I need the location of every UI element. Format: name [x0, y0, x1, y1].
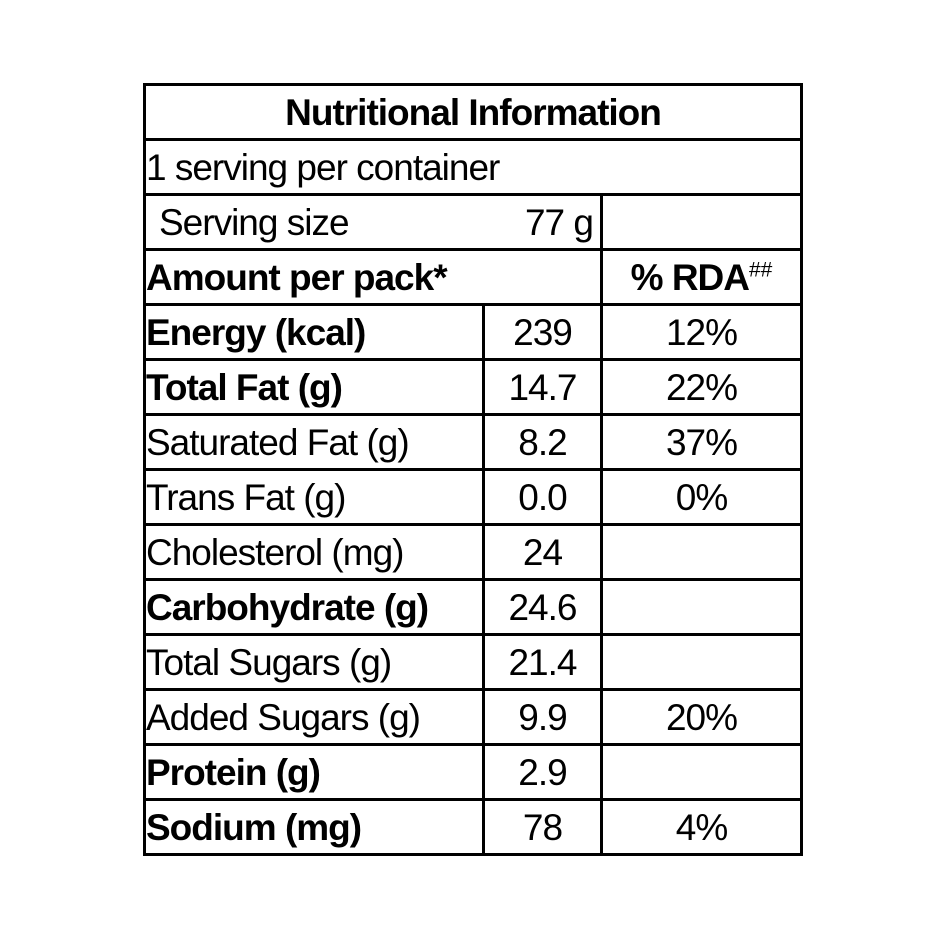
nutrient-row: Sodium (mg) 78 4% [143, 798, 803, 856]
serving-size-value: 77 g [524, 201, 594, 243]
amount-per-pack-header: Amount per pack* [143, 248, 603, 306]
nutrient-row: Energy (kcal) 239 12% [143, 303, 803, 361]
servings-per-container: 1 serving per container [143, 138, 803, 196]
rda-header-text: % RDA [630, 256, 750, 298]
serving-size-label: Serving size [159, 201, 350, 243]
nutrient-row: Protein (g) 2.9 [143, 743, 803, 801]
nutrient-amount: 21.4 [482, 633, 603, 691]
nutrient-label: Added Sugars (g) [143, 688, 485, 746]
table-title: Nutritional Information [143, 83, 803, 141]
nutrient-rda-percent: 37% [600, 413, 803, 471]
nutrient-amount: 8.2 [482, 413, 603, 471]
nutrient-label: Total Sugars (g) [143, 633, 485, 691]
nutrient-rda-percent [600, 633, 803, 691]
nutrient-label: Cholesterol (mg) [143, 523, 485, 581]
nutrient-row: Added Sugars (g) 9.9 20% [143, 688, 803, 746]
nutrition-table-body: Nutritional Information 1 serving per co… [143, 83, 803, 856]
nutrient-row: Cholesterol (mg) 24 [143, 523, 803, 581]
nutrient-label: Protein (g) [143, 743, 485, 801]
nutrient-rda-percent: 20% [600, 688, 803, 746]
rda-header-superscript: ## [748, 258, 773, 282]
nutrient-amount: 24 [482, 523, 603, 581]
servings-row: 1 serving per container [143, 138, 803, 196]
nutrient-row: Saturated Fat (g) 8.2 37% [143, 413, 803, 471]
nutrient-label: Carbohydrate (g) [143, 578, 485, 636]
nutrient-row: Trans Fat (g) 0.0 0% [143, 468, 803, 526]
nutrient-amount: 24.6 [482, 578, 603, 636]
nutrient-amount: 14.7 [482, 358, 603, 416]
nutrient-row: Total Fat (g) 14.7 22% [143, 358, 803, 416]
title-row: Nutritional Information [143, 83, 803, 141]
nutrient-amount: 239 [482, 303, 603, 361]
nutrient-label: Trans Fat (g) [143, 468, 485, 526]
nutrient-label: Sodium (mg) [143, 798, 485, 856]
nutrient-rda-percent [600, 743, 803, 801]
nutrient-label: Energy (kcal) [143, 303, 485, 361]
nutrient-rda-percent: 22% [600, 358, 803, 416]
nutrient-amount: 9.9 [482, 688, 603, 746]
nutrient-rda-percent [600, 578, 803, 636]
nutrient-rda-percent: 12% [600, 303, 803, 361]
rda-header: % RDA## [600, 248, 803, 306]
nutrient-rda-percent [600, 523, 803, 581]
serving-size-cell: Serving size 77 g [143, 193, 603, 251]
column-header-row: Amount per pack* % RDA## [143, 248, 803, 306]
nutrient-row: Carbohydrate (g) 24.6 [143, 578, 803, 636]
nutrient-rda-percent: 4% [600, 798, 803, 856]
nutrient-amount: 78 [482, 798, 603, 856]
serving-size-row: Serving size 77 g [143, 193, 803, 251]
nutrient-label: Saturated Fat (g) [143, 413, 485, 471]
nutrient-rda-percent: 0% [600, 468, 803, 526]
nutrient-label: Total Fat (g) [143, 358, 485, 416]
nutrient-amount: 2.9 [482, 743, 603, 801]
serving-size-rda-empty [600, 193, 803, 251]
nutrition-label: Nutritional Information 1 serving per co… [143, 83, 803, 856]
nutrient-row: Total Sugars (g) 21.4 [143, 633, 803, 691]
nutrient-amount: 0.0 [482, 468, 603, 526]
nutrition-table: Nutritional Information 1 serving per co… [143, 83, 803, 856]
